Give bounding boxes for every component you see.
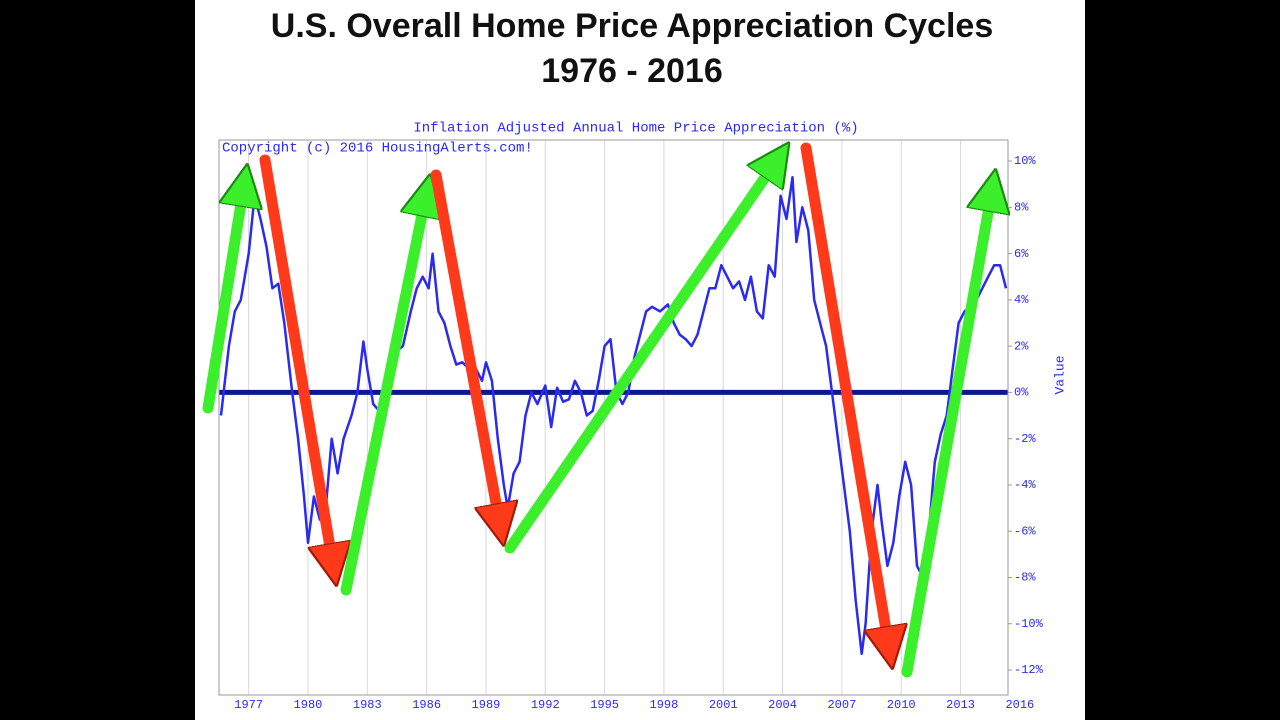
y-axis-label: Value [1052, 355, 1067, 394]
plot-border [218, 139, 1009, 696]
x-tick-label: 1986 [412, 698, 441, 712]
x-tick-label: 1998 [650, 698, 679, 712]
title: U.S. Overall Home Price Appreciation Cyc… [271, 7, 993, 45]
annotation: Copyright (c) 2016 HousingAlerts.com! [222, 141, 533, 157]
y-tick-label: -2% [1014, 432, 1036, 446]
y-tick-label: -8% [1014, 571, 1036, 585]
x-tick-label: 1983 [353, 698, 382, 712]
down-arrow [259, 154, 333, 565]
up-arrow [901, 190, 992, 678]
y-tick-label: -6% [1014, 524, 1036, 538]
x-tick-label: 2004 [768, 698, 797, 712]
y-tick-label: -10% [1014, 617, 1044, 631]
down-arrow [430, 169, 500, 525]
cycle-arrows [202, 142, 992, 678]
y-tick-label: 4% [1014, 293, 1029, 307]
y-tick-label: 10% [1014, 154, 1036, 168]
x-tick-label: 2001 [709, 698, 738, 712]
down-arrow [800, 142, 889, 648]
x-tick-label: 1980 [294, 698, 323, 712]
x-tick-label: 1989 [472, 698, 501, 712]
x-tick-label: 2013 [946, 698, 975, 712]
y-tick-label: -4% [1014, 478, 1036, 492]
x-tick-label: 2010 [887, 698, 916, 712]
subtitle: 1976 - 2016 [541, 52, 723, 90]
up-arrow [202, 185, 244, 414]
x-tick-label: 1977 [234, 698, 263, 712]
x-tick-label: 2007 [827, 698, 856, 712]
x-tick-label: 2016 [1005, 698, 1034, 712]
x-tick-label: 1995 [590, 698, 619, 712]
up-arrow [340, 195, 426, 596]
chart-title: Inflation Adjusted Annual Home Price App… [413, 121, 858, 137]
x-tick-label: 1992 [531, 698, 560, 712]
y-tick-label: 0% [1014, 386, 1029, 400]
up-arrow [504, 160, 777, 554]
y-tick-label: 2% [1014, 339, 1029, 353]
y-tick-label: 6% [1014, 247, 1029, 261]
y-tick-label: -12% [1014, 663, 1044, 677]
y-tick-label: 8% [1014, 200, 1029, 214]
